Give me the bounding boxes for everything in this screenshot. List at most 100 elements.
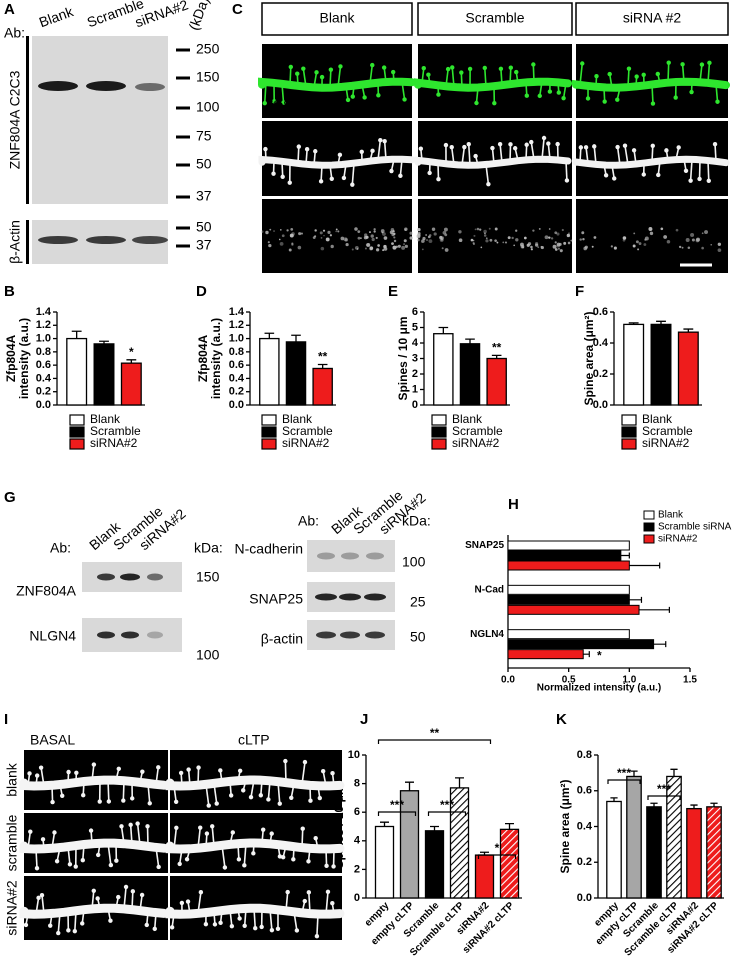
punctum (444, 233, 448, 237)
spine-head (27, 771, 32, 776)
spine-head (242, 863, 247, 868)
spine-head (664, 148, 669, 153)
spine-head (91, 888, 96, 894)
bar (486, 357, 507, 406)
bar (507, 594, 630, 605)
y-axis-label: Spine area (μm²) (558, 779, 572, 873)
punctum (458, 230, 462, 234)
spine-head (288, 64, 294, 70)
spine-head (615, 144, 620, 150)
band (132, 236, 168, 244)
band (317, 552, 335, 560)
y-tick-label: 0.4 (229, 372, 245, 384)
punctum (421, 248, 424, 251)
punctum (488, 227, 491, 230)
y-tick-label: 6 (412, 306, 418, 318)
spine-head (313, 149, 318, 154)
bar (623, 323, 645, 406)
spine-head (655, 71, 660, 77)
micrograph (572, 44, 730, 118)
spine-head (328, 67, 334, 72)
legend-label: Scramble (452, 424, 503, 438)
bar (686, 807, 702, 899)
unit-label: kDa: (402, 513, 431, 529)
punctum (288, 248, 292, 252)
marker-label: 37 (196, 188, 212, 204)
y-tick-label: 0.4 (36, 372, 52, 384)
header-box (261, 2, 413, 36)
punctum (369, 231, 371, 234)
spine-head (490, 145, 495, 151)
spine-head (547, 89, 553, 94)
punctum (494, 227, 498, 231)
punctum (273, 230, 275, 232)
punctum (563, 241, 567, 245)
spine-head (546, 141, 551, 146)
spine-head (622, 143, 628, 148)
marker-label: 37 (196, 237, 212, 253)
protein-label: SNAP25 (249, 591, 303, 607)
spine-head (237, 768, 243, 773)
dendrite (414, 77, 572, 92)
spine-head (38, 765, 44, 770)
spine-head (330, 901, 335, 906)
spine-head (139, 892, 145, 898)
punctum (365, 243, 369, 247)
error-bar (620, 552, 630, 559)
bar (677, 331, 699, 406)
legend-label: siRNA#2 (90, 436, 138, 450)
category-label: N-Cad (475, 584, 504, 595)
y-tick-label: 1.4 (36, 306, 52, 318)
spine-head (34, 773, 40, 778)
legend-label: Blank (452, 412, 483, 426)
spine-head (283, 758, 288, 764)
column-label: BASAL (30, 732, 75, 748)
spine-head (173, 799, 179, 805)
dendrite (258, 155, 416, 169)
legend-swatch (69, 426, 85, 438)
spine-head (95, 852, 101, 858)
micrograph (19, 876, 169, 940)
spine-head (300, 826, 305, 831)
bar (706, 806, 722, 899)
error-bar (405, 781, 414, 791)
spine-head (580, 61, 585, 66)
punctum (695, 238, 700, 243)
error-bar (491, 354, 502, 359)
punctum (558, 242, 562, 246)
error-bar (505, 822, 514, 830)
spine-head (258, 793, 264, 798)
y-tick-label: 10 (348, 749, 360, 761)
punctum (357, 236, 361, 240)
spine-head (706, 178, 711, 183)
legend-swatch (431, 438, 447, 450)
spine-head (712, 141, 718, 147)
punctum (375, 248, 380, 252)
spine-head (80, 857, 85, 863)
legend-label: Blank (90, 412, 121, 426)
punctum (494, 239, 497, 242)
error-bar (650, 802, 658, 807)
y-axis-label: Spines / 10 μm (396, 316, 410, 400)
punctum (286, 229, 289, 232)
legend-swatch (69, 438, 85, 450)
spine-head (650, 101, 656, 106)
spine-head (88, 828, 94, 833)
spine-head (108, 918, 113, 923)
spine-head (512, 146, 518, 151)
spine-head (666, 60, 671, 65)
category-label: NGLN4 (470, 629, 504, 640)
bar (374, 825, 395, 899)
significance: ** (430, 726, 440, 740)
y-tick-label: 4 (412, 337, 419, 349)
spine-head (152, 926, 157, 932)
micrograph (414, 121, 572, 196)
kda-label: 50 (410, 629, 426, 645)
punctum (382, 249, 385, 252)
y-tick-label: 2 (412, 368, 418, 380)
header-box (575, 2, 729, 36)
bracket-bar (26, 220, 29, 264)
punctum (473, 234, 476, 237)
punctum (548, 228, 551, 230)
